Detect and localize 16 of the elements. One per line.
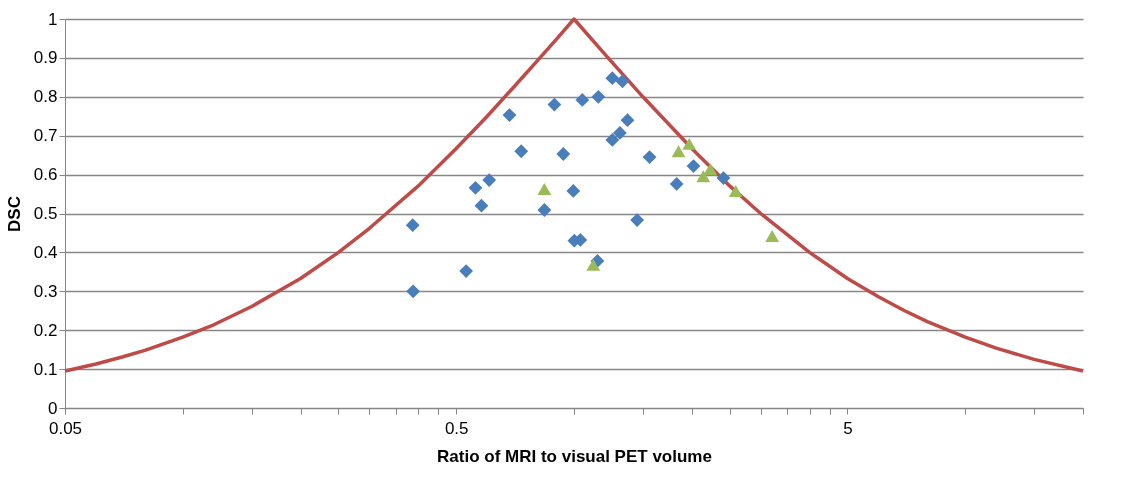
y-tick-label: 0.5 (33, 204, 58, 223)
y-tick-label: 0.9 (33, 48, 58, 68)
x-axis-title: Ratio of MRI to visual PET volume (437, 446, 712, 466)
x-tick-label: 0.05 (48, 418, 83, 438)
x-tick-label: 0.5 (444, 418, 469, 438)
y-tick-label: 0.1 (33, 359, 58, 379)
y-tick-label: 1 (48, 9, 58, 29)
y-tick-label: 0.7 (33, 126, 58, 146)
y-tick-label: 0 (48, 398, 58, 418)
y-tick-label: 0.3 (33, 281, 58, 301)
y-axis-title: DSC (4, 196, 24, 232)
y-tick-label: 0.8 (33, 87, 58, 107)
x-tick-label: 5 (843, 418, 853, 438)
y-tick-label: 0.4 (33, 242, 58, 262)
y-tick-label: 0.6 (33, 165, 58, 185)
y-tick-label: 0.2 (33, 320, 58, 340)
